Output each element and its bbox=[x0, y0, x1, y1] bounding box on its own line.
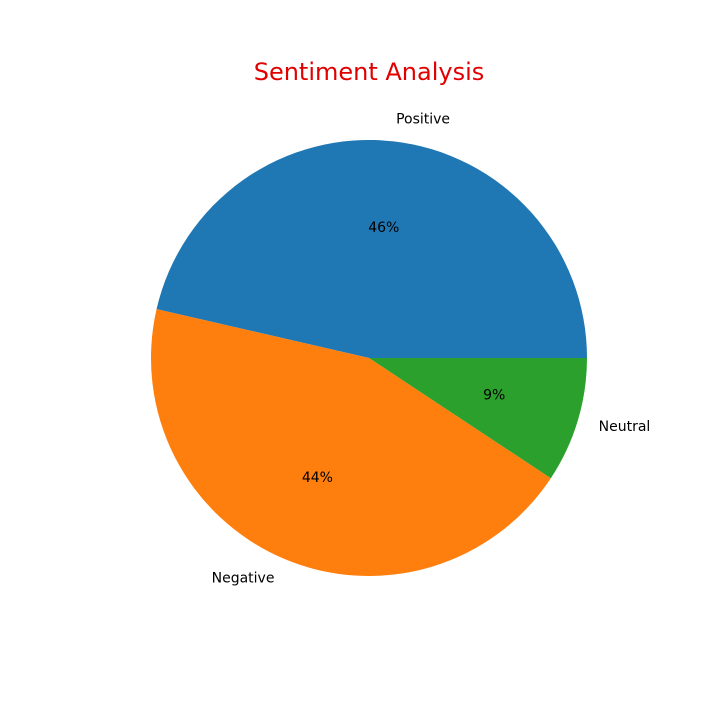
percent-label-positive: 46% bbox=[368, 220, 399, 236]
pie-labels: Positive 46% Negative 44% Neutral 9% bbox=[212, 112, 651, 587]
percent-label-negative: 44% bbox=[302, 470, 333, 486]
slice-label-negative: Negative bbox=[212, 570, 275, 586]
pie-slice-negative bbox=[151, 309, 551, 576]
slice-label-positive: Positive bbox=[396, 112, 450, 128]
slice-label-neutral: Neutral bbox=[599, 419, 651, 435]
percent-label-neutral: 9% bbox=[483, 388, 505, 404]
pie-slice-positive bbox=[156, 140, 587, 358]
pie-slice-neutral bbox=[369, 358, 587, 479]
pie-slices bbox=[151, 140, 587, 576]
chart-title: Sentiment Analysis bbox=[254, 58, 485, 86]
